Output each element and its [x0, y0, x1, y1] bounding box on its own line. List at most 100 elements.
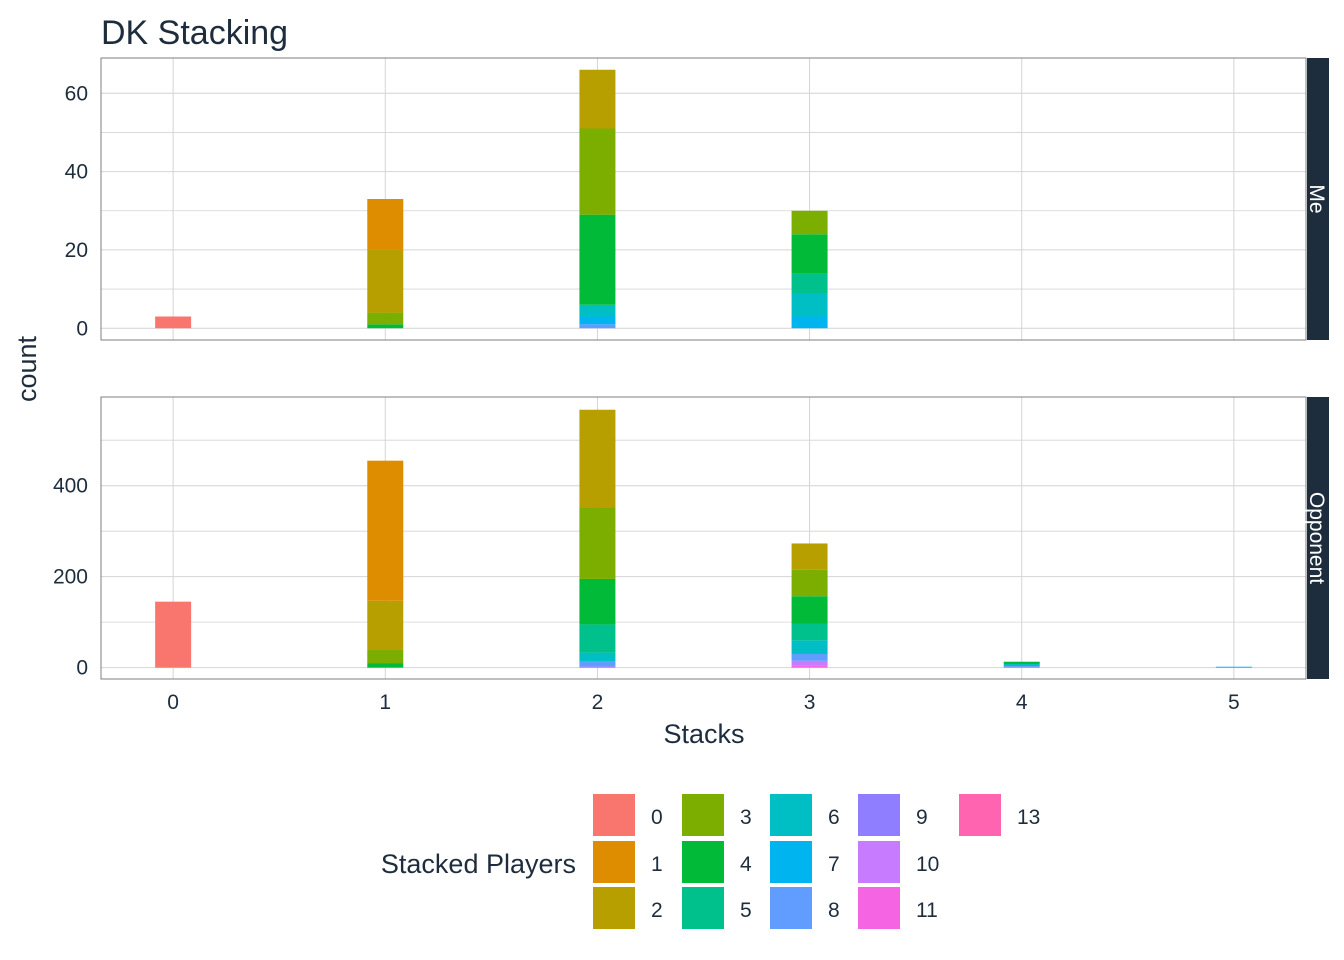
panel-opponent: 0 200 400 Opponent	[53, 396, 1329, 680]
legend-key-7	[770, 841, 812, 883]
panel-opponent-bar-x2-group-9	[579, 666, 616, 668]
panel-me-bar-x3-group-3	[791, 210, 828, 235]
panel-opponent-strip-label: Opponent	[1305, 492, 1328, 584]
x-axis-label: Stacks	[663, 719, 744, 749]
panel-me-bar-x2-group-7	[579, 316, 616, 325]
panel-me-bar-x3-group-7	[791, 316, 828, 329]
x-tick-label: 0	[167, 691, 179, 714]
panel-me-bar-x0-group-0	[155, 316, 192, 329]
legend-label-0: 0	[651, 806, 663, 829]
panel-opponent-bar-x4-group-6	[1003, 663, 1040, 667]
panel-opponent-bar-x1-group-2	[367, 600, 404, 650]
panel-me-y-tick-label: 40	[65, 161, 88, 184]
legend-title: Stacked Players	[381, 849, 576, 879]
legend: Stacked Players 0 1 2 3 4 5 6 7 8 9 10 11 13	[381, 794, 1040, 929]
legend-key-9	[858, 794, 900, 836]
panel-opponent-bar-x1-group-4	[367, 663, 404, 668]
panel-opponent-bar-x1-group-1	[367, 460, 404, 601]
panel-opponent-bar-x5-group-7	[1215, 666, 1252, 668]
panel-me-y-tick-label: 0	[76, 317, 88, 340]
panel-me-y-ticks: 0 20 40 60	[65, 82, 88, 340]
x-tick-label: 2	[592, 691, 604, 714]
panel-opponent-bar-x3-group-2	[791, 543, 828, 570]
y-axis-label: count	[12, 335, 42, 402]
panel-opponent-bar-x3-group-8	[791, 653, 828, 661]
panel-opponent-bar-x4-group-4	[1003, 661, 1040, 664]
legend-label-3: 3	[740, 806, 752, 829]
panel-opponent-bar-x2-group-4	[579, 578, 616, 625]
panel-me-bar-x3-group-6	[791, 293, 828, 317]
panel-me-bar-x2-group-4	[579, 214, 616, 305]
x-tick-label: 1	[379, 691, 391, 714]
legend-key-3	[682, 794, 724, 836]
legend-label-9: 9	[916, 806, 928, 829]
panel-opponent-bar-x2-group-2	[579, 409, 616, 508]
legend-label-6: 6	[828, 806, 840, 829]
legend-key-0	[593, 794, 635, 836]
panel-opponent-bar-x2-group-6	[579, 652, 616, 662]
legend-key-10	[858, 841, 900, 883]
legend-label-11: 11	[916, 899, 938, 922]
legend-label-4: 4	[740, 853, 752, 876]
panel-opponent-y-ticks: 0 200 400	[53, 475, 88, 680]
legend-key-6	[770, 794, 812, 836]
panel-opponent-strip	[1307, 397, 1329, 679]
panel-me-bar-x3-group-4	[791, 234, 828, 274]
panel-opponent-bar-x4-group-9	[1003, 666, 1040, 668]
panel-me-bar-x2-group-8	[579, 324, 616, 329]
legend-key-4	[682, 841, 724, 883]
panel-opponent-bar-x3-group-4	[791, 596, 828, 624]
legend-key-13	[959, 794, 1001, 836]
panel-opponent-bar-x3-group-3	[791, 569, 828, 597]
x-tick-label: 5	[1228, 691, 1240, 714]
panel-me-bar-x3-group-5	[791, 273, 828, 293]
panel-me-gridlines	[101, 58, 1306, 340]
panel-me-bar-x1-group-3	[367, 312, 404, 325]
panel-me-y-tick-label: 60	[65, 82, 88, 105]
legend-key-5	[682, 887, 724, 929]
panel-me-bars	[155, 69, 828, 329]
panel-opponent-bar-x2-group-5	[579, 624, 616, 653]
panel-opponent-bar-x0-group-0	[155, 601, 192, 668]
panel-me-bar-x1-group-1	[367, 199, 404, 250]
legend-key-1	[593, 841, 635, 883]
legend-key-11	[858, 887, 900, 929]
panel-opponent-bars	[155, 409, 1252, 668]
panel-me-bar-x1-group-4	[367, 324, 404, 329]
panel-me-frame	[100, 57, 1307, 341]
panel-opponent-bar-x3-group-6	[791, 640, 828, 654]
legend-label-5: 5	[740, 899, 752, 922]
chart-title: DK Stacking	[101, 14, 288, 52]
panel-me-y-tick-label: 20	[65, 239, 88, 262]
legend-key-8	[770, 887, 812, 929]
panel-opponent-bar-x3-group-10	[791, 660, 828, 666]
panel-opponent-bar-x1-group-3	[367, 649, 404, 664]
legend-label-1: 1	[651, 853, 663, 876]
panel-me-bar-x1-group-2	[367, 249, 404, 313]
panel-me-bar-x2-group-2	[579, 69, 616, 129]
panel-opponent-bar-x3-group-11	[791, 665, 828, 668]
panel-opponent-bar-x2-group-3	[579, 507, 616, 579]
legend-key-2	[593, 887, 635, 929]
panel-me-strip	[1307, 58, 1329, 340]
panel-opponent-bar-x2-group-8	[579, 661, 616, 667]
panel-opponent-gridlines	[101, 397, 1306, 679]
panel-me: 0 20 40 60 Me	[65, 57, 1329, 341]
x-tick-label: 3	[804, 691, 816, 714]
legend-label-7: 7	[828, 853, 840, 876]
panel-me-strip-label: Me	[1305, 184, 1328, 213]
legend-label-13: 13	[1017, 806, 1040, 829]
panel-opponent-bar-x3-group-5	[791, 623, 828, 641]
legend-label-2: 2	[651, 899, 663, 922]
panel-me-bar-x2-group-6	[579, 304, 616, 317]
panel-opponent-y-tick-label: 400	[53, 475, 88, 498]
x-tick-label: 4	[1016, 691, 1028, 714]
legend-label-10: 10	[916, 853, 939, 876]
panel-opponent-frame	[100, 396, 1307, 680]
x-axis-ticks: 0 1 2 3 4 5	[167, 691, 1239, 714]
panel-me-bar-x2-group-3	[579, 128, 616, 215]
panel-opponent-y-tick-label: 0	[76, 657, 88, 680]
legend-label-8: 8	[828, 899, 840, 922]
panel-opponent-y-tick-label: 200	[53, 566, 88, 589]
